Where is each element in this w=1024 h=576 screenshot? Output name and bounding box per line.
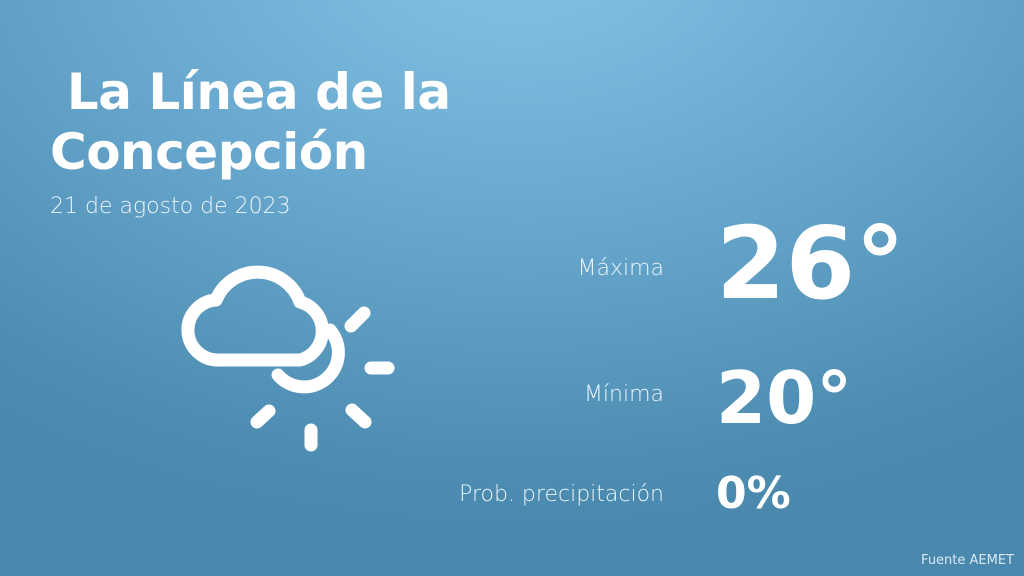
city-title: La Línea de la Concepción	[50, 62, 451, 182]
precip-label: Prob. precipitación	[459, 482, 664, 507]
max-label: Máxima	[577, 256, 664, 281]
precip-value: 0%	[716, 468, 791, 519]
source-credit: Fuente AEMET	[921, 553, 1014, 568]
city-title-line1: La Línea de la	[50, 63, 451, 121]
min-label: Mínima	[583, 382, 664, 407]
max-value: 26°	[716, 205, 906, 322]
city-title-line2: Concepción	[50, 123, 368, 181]
forecast-date: 21 de agosto de 2023	[50, 194, 291, 219]
min-value: 20°	[716, 356, 853, 440]
